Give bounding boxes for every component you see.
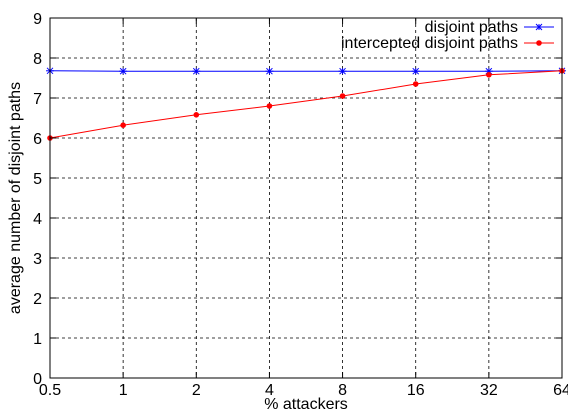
x-tick-label: 16 (407, 382, 425, 399)
legend-marker (535, 23, 543, 31)
series-2 (47, 68, 565, 141)
data-point (486, 72, 492, 78)
series-line (49, 70, 563, 139)
y-tick-label: 0 (33, 371, 42, 388)
x-tick-labels: 0.5 1 2 4 8 16 32 64 (39, 382, 568, 399)
legend-label: intercepted disjoint paths (341, 35, 518, 52)
y-tick-label: 1 (33, 331, 42, 348)
data-point (412, 81, 419, 87)
data-point (265, 67, 274, 75)
legend-marker (536, 40, 542, 46)
data-point (338, 67, 347, 75)
data-point (411, 67, 420, 75)
x-tick-label: 2 (192, 382, 201, 399)
x-tick-label: 8 (338, 382, 347, 399)
y-tick-label: 9 (33, 11, 42, 28)
y-axis-title: average number of disjoint paths (7, 82, 24, 314)
plot-frame (49, 17, 563, 379)
legend-label: disjoint paths (425, 19, 518, 36)
x-tick-label: 0.5 (39, 382, 61, 399)
y-tick-label: 3 (33, 251, 42, 268)
data-point (266, 103, 273, 109)
y-tick-labels: 0 1 2 3 4 5 6 7 8 9 (33, 11, 42, 388)
grid-lines (50, 18, 562, 378)
y-tick-label: 4 (33, 211, 42, 228)
series-group (46, 67, 566, 141)
y-tick-label: 5 (33, 171, 42, 188)
y-tick-label: 6 (33, 131, 42, 148)
data-point (339, 93, 346, 99)
y-tick-label: 2 (33, 291, 42, 308)
x-axis-title: % attackers (264, 396, 348, 413)
y-tick-label: 7 (33, 91, 42, 108)
axis-ticks (49, 17, 563, 379)
data-point (120, 122, 126, 128)
x-tick-label: 1 (119, 382, 128, 399)
data-point (192, 67, 201, 75)
data-point (119, 67, 128, 75)
x-tick-label: 4 (265, 382, 274, 399)
x-tick-label: 64 (553, 382, 568, 399)
data-point (193, 112, 200, 118)
y-tick-label: 8 (33, 51, 42, 68)
x-tick-label: 32 (480, 382, 498, 399)
